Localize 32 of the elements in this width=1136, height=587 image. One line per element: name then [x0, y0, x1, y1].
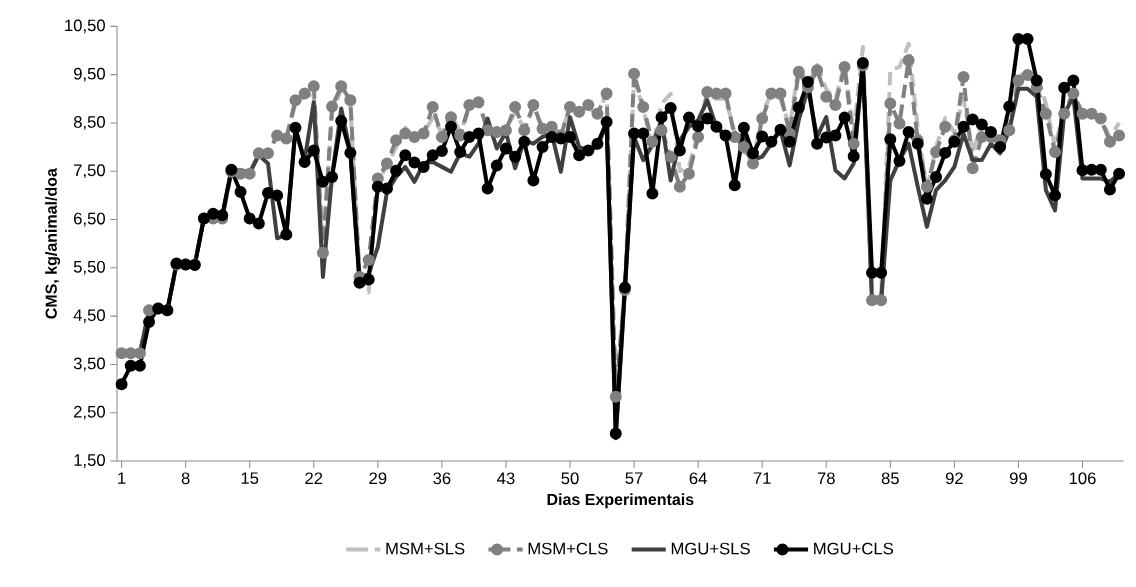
x-tick-label: 78	[817, 472, 835, 485]
x-tick-label: 43	[497, 472, 515, 485]
y-tick-label: 10,50	[65, 19, 105, 34]
y-tick-label: 8,50	[73, 116, 105, 130]
y-tick-label: 4,50	[73, 309, 105, 323]
x-tick-label: 92	[945, 472, 963, 485]
x-tick-label: 85	[881, 472, 899, 485]
legend-label: MSM+SLS	[386, 542, 465, 555]
x-tick-label: 64	[689, 472, 707, 485]
y-tick-label: 5,50	[73, 260, 105, 275]
x-tick-label: 99	[1009, 472, 1027, 485]
y-tick-label: 6,50	[74, 212, 105, 227]
y-tick-label: 7,50	[74, 164, 105, 179]
x-tick-label: 8	[181, 472, 190, 485]
x-tick-label: 36	[433, 472, 451, 485]
y-axis-title: CMS, kg/animal/doa	[45, 168, 61, 319]
x-tick-label: 106	[1069, 472, 1096, 485]
legend-label: MSM+CLS	[528, 542, 608, 555]
legend-label: MGU+CLS	[814, 542, 893, 555]
x-tick-label: 50	[561, 472, 579, 485]
x-tick-label: 29	[369, 472, 387, 485]
y-tick-label: 1,50	[74, 454, 105, 468]
y-tick-label: 2,50	[74, 405, 105, 420]
x-tick-label: 22	[305, 472, 323, 485]
x-tick-label: 15	[241, 472, 259, 485]
x-tick-label: 1	[118, 472, 126, 484]
x-axis-title: Dias Experimentais	[547, 493, 694, 509]
y-tick-label: 3,50	[73, 357, 105, 372]
y-tick-label: 9,50	[73, 67, 105, 82]
legend-label: MGU+SLS	[671, 542, 750, 555]
x-tick-label: 71	[753, 472, 771, 484]
x-tick-label: 57	[625, 472, 643, 485]
